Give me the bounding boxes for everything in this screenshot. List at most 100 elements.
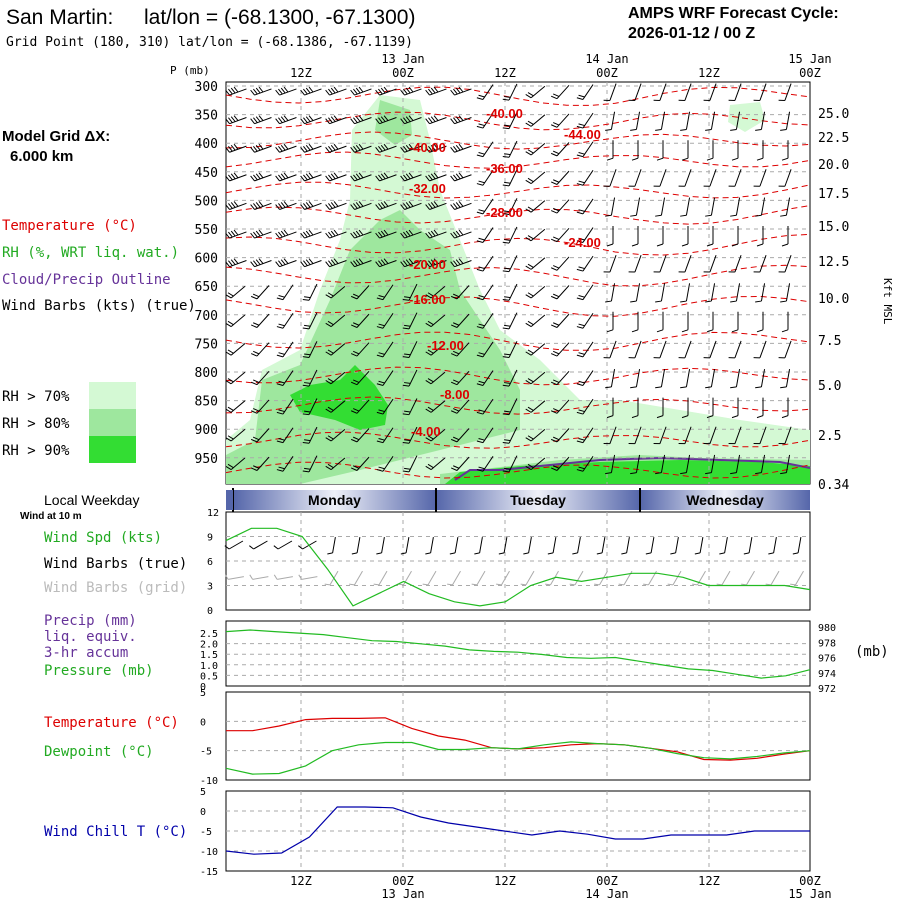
wind-barb bbox=[425, 429, 446, 442]
wind-barb-flag bbox=[404, 324, 411, 327]
wind-barb-flag bbox=[304, 296, 311, 299]
wind-barb bbox=[450, 229, 472, 239]
wind-barb-flag bbox=[402, 384, 410, 387]
wind-barb-flag bbox=[258, 201, 264, 207]
dewpoint-label: Dewpoint (°C) bbox=[44, 744, 154, 760]
wind-barb bbox=[325, 400, 346, 413]
wind-barb-flag bbox=[358, 229, 364, 236]
wind-barb-flag bbox=[425, 294, 432, 299]
wind-barb bbox=[250, 172, 272, 182]
wind-barb-flag bbox=[504, 124, 511, 127]
wind-barb bbox=[425, 229, 447, 239]
wind-barb-staff bbox=[356, 428, 370, 443]
wind-barb-flag bbox=[283, 172, 289, 179]
wind-barb-staff bbox=[508, 112, 518, 129]
wind-barb-flag bbox=[276, 326, 284, 329]
wind-barb-flag bbox=[631, 415, 639, 419]
surface-wind-barb-flag bbox=[645, 552, 652, 555]
wind-barb bbox=[703, 83, 717, 101]
wind-barb-staff bbox=[785, 197, 791, 216]
wind-barb-flag bbox=[756, 243, 764, 247]
wind-barb-flag bbox=[327, 349, 334, 354]
isotherm-line bbox=[225, 86, 811, 106]
wind-barb-flag bbox=[253, 88, 258, 95]
wind-barb bbox=[755, 283, 766, 303]
wind-barb-flag bbox=[403, 231, 408, 238]
wind-barb-flag bbox=[350, 324, 358, 328]
wind-barb-flag bbox=[380, 87, 386, 94]
wind-barb-staff bbox=[456, 428, 470, 443]
wind-barb-flag bbox=[728, 99, 735, 101]
wind-barb bbox=[450, 428, 470, 443]
wind-barb bbox=[402, 398, 418, 416]
wind-barb bbox=[350, 456, 370, 471]
surface-wind-barb bbox=[449, 537, 459, 555]
wind-barb-flag bbox=[458, 201, 464, 207]
wind-barb-flag bbox=[275, 204, 280, 210]
wind-barb bbox=[375, 115, 397, 125]
wind-barb-flag bbox=[328, 174, 333, 181]
grid-wind-barb-flag bbox=[447, 583, 453, 586]
surface-wind-barb bbox=[498, 537, 508, 555]
wind-barb-flag bbox=[375, 89, 380, 96]
wind-barb-flag bbox=[478, 437, 485, 441]
wind-barb bbox=[706, 226, 714, 247]
wind-barb-flag bbox=[680, 128, 687, 131]
wind-barb-flag bbox=[428, 145, 433, 152]
wind-barb-flag bbox=[250, 467, 258, 471]
surface-wind-barb-staff bbox=[650, 537, 655, 553]
wind-barb bbox=[680, 369, 691, 389]
wind-barb-flag bbox=[325, 232, 330, 239]
wind-barb-staff bbox=[256, 342, 270, 357]
wind-barb-flag bbox=[731, 243, 739, 247]
grid-wind-barb-staff bbox=[378, 570, 388, 586]
wind-barb bbox=[476, 341, 494, 358]
wind-barb-flag bbox=[527, 177, 534, 183]
isotherm-label: -20.00 bbox=[409, 257, 446, 272]
surface-wind-barb-flag bbox=[351, 552, 358, 555]
rh80-swatch bbox=[89, 409, 136, 436]
pressure-tick-label: 850 bbox=[195, 395, 218, 410]
top-date-label: 13 Jan bbox=[381, 52, 424, 66]
wind-barb-flag bbox=[375, 261, 380, 267]
wind-barb-flag bbox=[380, 116, 386, 122]
wind-barb bbox=[400, 115, 422, 125]
isotherm-labels: -40.00 -44.00 -40.00 -36.00 -32.00 -28.00 -24.… bbox=[409, 106, 601, 439]
isotherm-line bbox=[225, 461, 811, 479]
wind-barb bbox=[681, 140, 689, 161]
wind-barb-staff bbox=[685, 283, 691, 302]
wind-barb-flag bbox=[300, 118, 305, 124]
wind-barb-flag bbox=[400, 232, 405, 239]
wind-barb-flag bbox=[303, 117, 308, 123]
wind-barb-flag bbox=[552, 436, 560, 441]
wind-barb-flag bbox=[755, 472, 762, 475]
wind-barb-staff bbox=[660, 454, 666, 473]
wind-barb bbox=[550, 313, 570, 328]
precip-accum-label: 3-hr accum bbox=[44, 645, 128, 661]
wind-barb bbox=[300, 229, 322, 239]
wind-barb-flag bbox=[476, 97, 484, 100]
wind-barb-flag bbox=[278, 88, 283, 95]
wind-barb bbox=[375, 258, 397, 268]
wind-barb-staff bbox=[609, 254, 617, 273]
isotherm-line bbox=[225, 181, 811, 199]
wind-barb bbox=[425, 457, 446, 471]
wind-barb-staff bbox=[256, 428, 270, 443]
wind-barb-staff bbox=[330, 314, 346, 327]
wind-barb bbox=[502, 369, 518, 387]
wind-barb-flag bbox=[628, 442, 635, 445]
wind-barb-flag bbox=[630, 128, 637, 131]
wind-barb-flag bbox=[430, 173, 436, 180]
wind-barb-flag bbox=[450, 295, 458, 300]
wind-barb-flag bbox=[376, 297, 384, 301]
wind-barb-staff bbox=[408, 426, 418, 444]
grid-point: Grid Point (180, 310) lat/lon = (-68.138… bbox=[6, 35, 413, 50]
wind-barb-flag bbox=[330, 116, 336, 122]
wind-barb-flag bbox=[350, 295, 358, 300]
wind-barb-flag bbox=[552, 122, 560, 126]
wind-barb-flag bbox=[378, 437, 385, 441]
wind-barb bbox=[450, 285, 470, 300]
wind-barb bbox=[325, 343, 346, 356]
wind-at-10m-label: Wind at 10 m bbox=[20, 511, 82, 522]
